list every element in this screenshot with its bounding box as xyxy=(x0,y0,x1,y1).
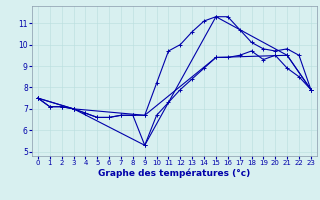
X-axis label: Graphe des températures (°c): Graphe des températures (°c) xyxy=(98,169,251,178)
